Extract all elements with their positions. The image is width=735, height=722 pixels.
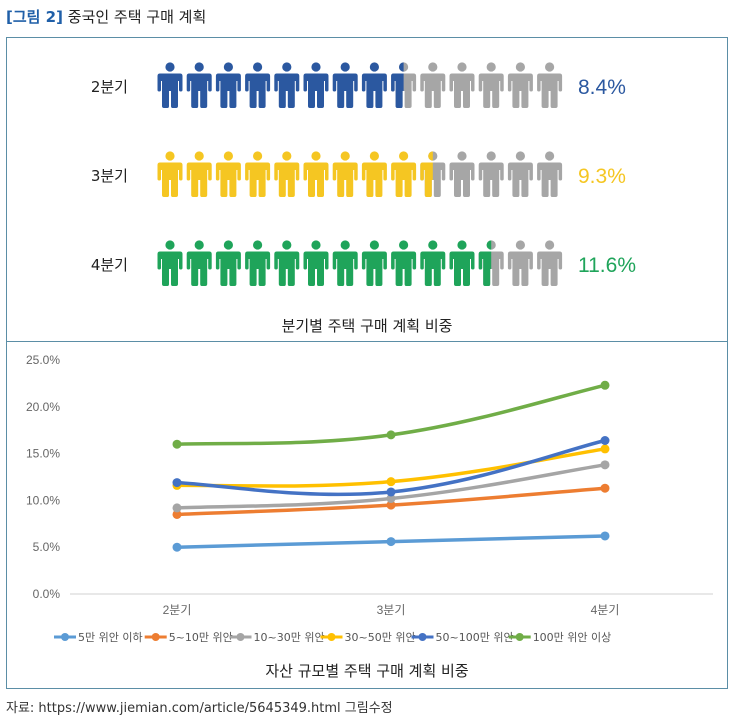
figure-frame bbox=[6, 37, 728, 689]
legend-label: 100만 위안 이상 bbox=[533, 631, 612, 644]
line-chart-caption: 자산 규모별 주택 구매 계획 비중 bbox=[265, 662, 468, 680]
y-tick-label: 0.0% bbox=[33, 587, 61, 601]
y-tick-label: 25.0% bbox=[26, 353, 60, 367]
person-icon bbox=[157, 151, 183, 197]
person-icon bbox=[478, 151, 504, 197]
person-icon bbox=[245, 62, 271, 108]
pictograph-value-label: 8.4% bbox=[578, 76, 626, 99]
legend-marker bbox=[61, 633, 69, 641]
person-icon bbox=[507, 62, 533, 108]
pictograph-row-label: 3분기 bbox=[91, 167, 128, 185]
person-icon bbox=[157, 62, 183, 108]
data-point bbox=[600, 531, 610, 541]
person-icon bbox=[537, 240, 563, 286]
x-tick-label: 4분기 bbox=[591, 603, 620, 617]
person-icon bbox=[420, 240, 446, 286]
legend-label: 10~30만 위안 bbox=[254, 631, 325, 644]
legend-marker bbox=[515, 633, 524, 641]
person-icon bbox=[449, 62, 475, 108]
legend-marker bbox=[418, 633, 427, 641]
data-point bbox=[386, 487, 396, 497]
person-icon bbox=[303, 62, 329, 108]
pictograph-row-label: 4분기 bbox=[91, 256, 128, 274]
y-tick-label: 5.0% bbox=[33, 540, 61, 554]
x-tick-label: 2분기 bbox=[163, 603, 192, 617]
person-icon bbox=[186, 240, 212, 286]
person-icon bbox=[361, 151, 387, 197]
data-point bbox=[172, 503, 182, 513]
person-icon bbox=[449, 240, 475, 286]
person-icon bbox=[332, 151, 358, 197]
data-point bbox=[600, 435, 610, 445]
pictograph-value-label: 11.6% bbox=[578, 254, 636, 277]
data-point bbox=[386, 494, 396, 504]
data-point bbox=[600, 444, 610, 454]
x-tick-label: 3분기 bbox=[377, 603, 406, 617]
person-icon bbox=[245, 240, 271, 286]
person-icon bbox=[420, 151, 446, 197]
person-icon bbox=[449, 151, 475, 197]
person-icon bbox=[478, 62, 504, 108]
legend-label: 50~100만 위안 bbox=[436, 631, 514, 644]
person-icon bbox=[507, 151, 533, 197]
person-icon bbox=[361, 62, 387, 108]
pictograph-row-label: 2분기 bbox=[91, 78, 128, 96]
data-point bbox=[386, 477, 396, 487]
data-point bbox=[172, 478, 182, 488]
person-icon bbox=[186, 151, 212, 197]
y-tick-label: 20.0% bbox=[26, 400, 60, 414]
person-icon bbox=[215, 62, 241, 108]
person-icon bbox=[215, 240, 241, 286]
y-tick-label: 10.0% bbox=[26, 493, 60, 507]
person-icon bbox=[332, 62, 358, 108]
data-point bbox=[600, 460, 610, 470]
person-icon bbox=[361, 240, 387, 286]
person-icon bbox=[303, 240, 329, 286]
source-note: 자료: https://www.jiemian.com/article/5645… bbox=[6, 701, 393, 716]
person-icon bbox=[186, 62, 212, 108]
person-icon bbox=[507, 240, 533, 286]
figure-title: [그림 2] 중국인 주택 구매 계획 bbox=[6, 6, 206, 27]
pictograph-panel: 2분기 8.4% 3분기 9.3% 4분기 11.6% 분기별 주택 구매 계획 비중 bbox=[91, 62, 636, 335]
legend-label: 30~50만 위안 bbox=[345, 631, 416, 644]
legend-label: 5~10만 위안 bbox=[169, 631, 233, 644]
legend-label: 5만 위안 이하 bbox=[78, 630, 143, 644]
person-icon bbox=[332, 240, 358, 286]
person-icon bbox=[391, 240, 417, 286]
person-icon bbox=[478, 240, 504, 286]
data-point bbox=[172, 542, 182, 552]
y-tick-label: 15.0% bbox=[26, 447, 60, 461]
person-icon bbox=[274, 240, 300, 286]
person-icon bbox=[157, 240, 183, 286]
person-icon bbox=[274, 62, 300, 108]
person-icon bbox=[420, 62, 446, 108]
person-icon bbox=[391, 62, 417, 108]
data-point bbox=[172, 509, 182, 519]
data-point bbox=[600, 380, 610, 390]
pictograph-value-label: 9.3% bbox=[578, 165, 626, 188]
figure-title-text: 중국인 주택 구매 계획 bbox=[67, 8, 207, 26]
person-icon bbox=[391, 151, 417, 197]
data-point bbox=[386, 537, 396, 547]
panel-divider bbox=[6, 341, 728, 342]
data-point bbox=[600, 483, 610, 493]
person-icon bbox=[537, 62, 563, 108]
data-point bbox=[386, 500, 396, 510]
person-icon bbox=[274, 151, 300, 197]
legend-marker bbox=[151, 633, 160, 641]
pictograph-caption: 분기별 주택 구매 계획 비중 bbox=[282, 317, 453, 335]
legend-marker bbox=[327, 633, 336, 641]
person-icon bbox=[215, 151, 241, 197]
person-icon bbox=[245, 151, 271, 197]
line-chart-panel: 0.0% 5.0% 10.0% 15.0% 20.0% 25.0% 2분기 3분기 4분기 5만 … bbox=[26, 353, 713, 680]
person-icon bbox=[537, 151, 563, 197]
data-point bbox=[172, 439, 182, 449]
legend-marker bbox=[236, 633, 245, 641]
figure-tag: [그림 2] bbox=[6, 8, 63, 26]
data-point bbox=[386, 430, 396, 440]
person-icon bbox=[303, 151, 329, 197]
